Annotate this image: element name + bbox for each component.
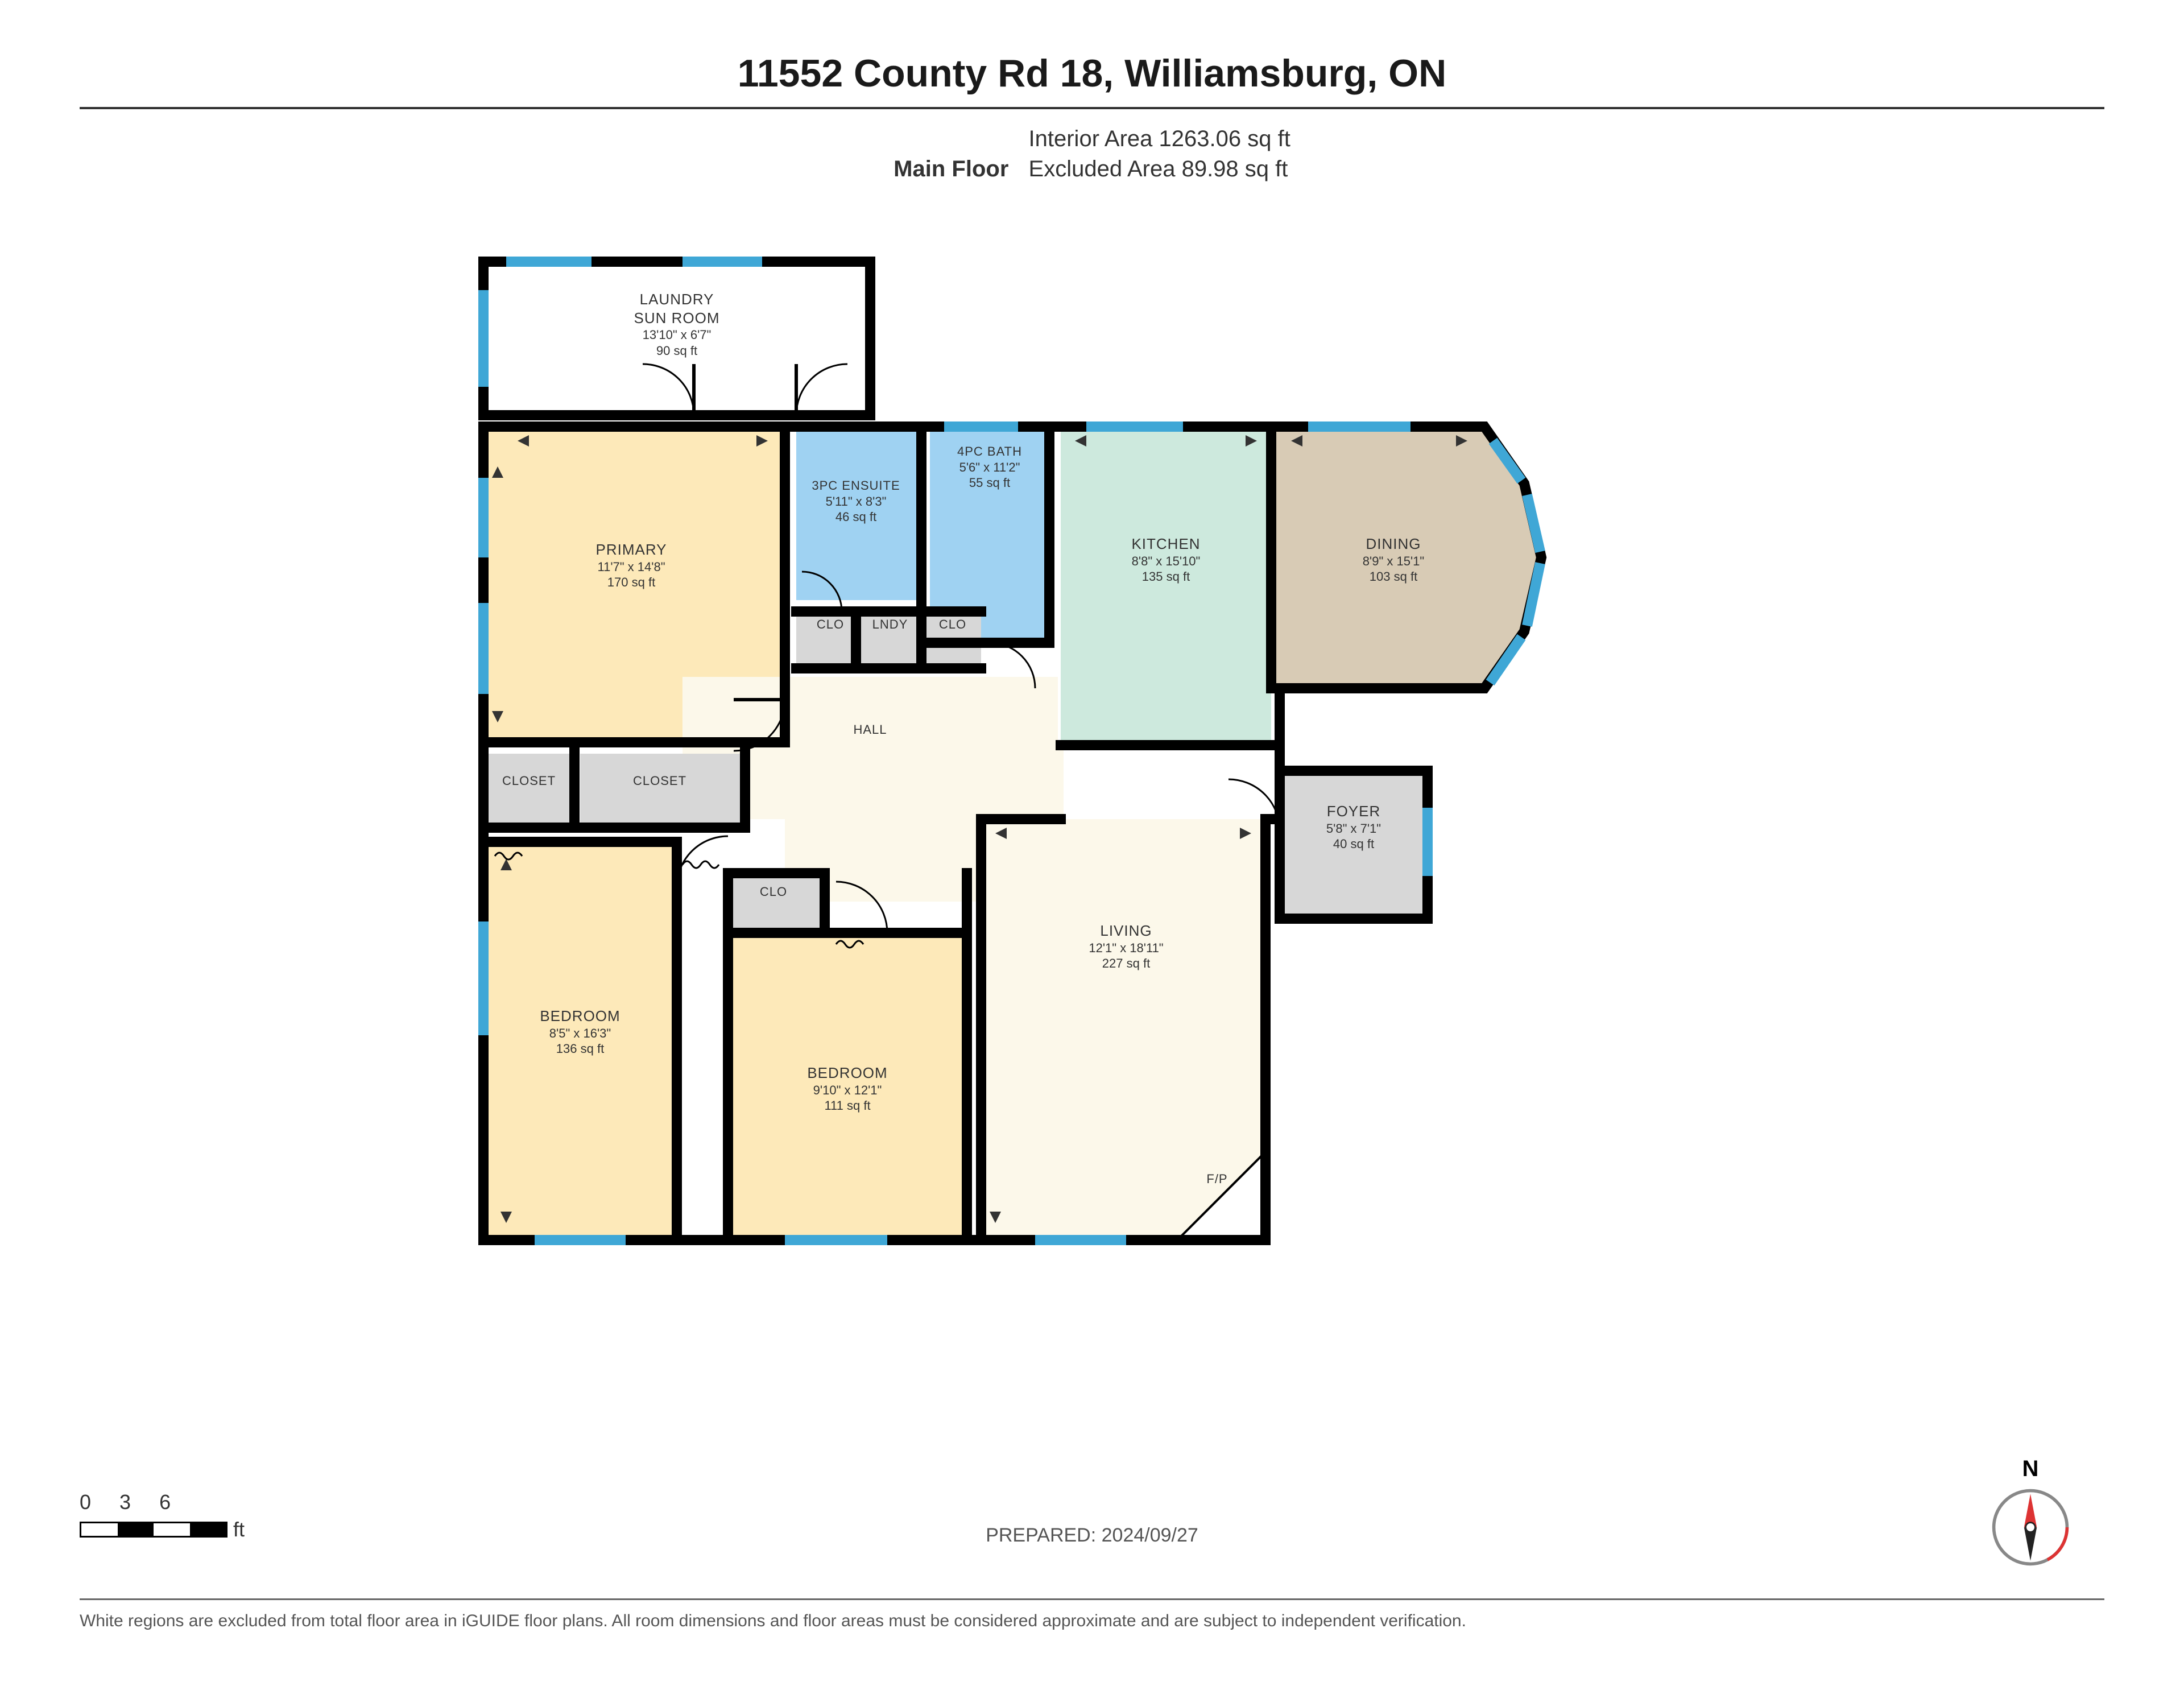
label-clo2: CLO	[930, 617, 975, 632]
label-bath4: 4PC BATH 5'6" x 11'2" 55 sq ft	[927, 444, 1052, 491]
excluded-area: Excluded Area 89.98 sq ft	[1029, 156, 1290, 182]
label-clo1: CLO	[808, 617, 853, 632]
floor-plan: LAUNDRY SUN ROOM 13'10" x 6'7" 90 sq ft …	[444, 239, 1604, 1365]
compass: N	[1991, 1456, 2070, 1570]
page-title: 11552 County Rd 18, Williamsburg, ON	[80, 51, 2104, 109]
label-dining: DINING 8'9" x 15'1" 103 sq ft	[1308, 535, 1479, 585]
label-fp: F/P	[1183, 1172, 1251, 1187]
floor-label: Main Floor	[894, 156, 1008, 181]
label-hall: HALL	[813, 722, 927, 737]
label-lndy: LNDY	[864, 617, 916, 632]
label-bedroom2: BEDROOM 8'5" x 16'3" 136 sq ft	[506, 1007, 654, 1057]
label-closet1: CLOSET	[489, 774, 569, 788]
floor-summary: Main Floor Interior Area 1263.06 sq ft E…	[80, 126, 2104, 187]
scale-0: 0	[80, 1490, 91, 1514]
label-sunroom: LAUNDRY SUN ROOM 13'10" x 6'7" 90 sq ft	[557, 290, 796, 358]
label-bedroom3: BEDROOM 9'10" x 12'1" 111 sq ft	[762, 1064, 933, 1114]
label-ensuite: 3PC ENSUITE 5'11" x 8'3" 46 sq ft	[791, 478, 921, 525]
label-kitchen: KITCHEN 8'8" x 15'10" 135 sq ft	[1081, 535, 1251, 585]
label-closet2: CLOSET	[603, 774, 717, 788]
label-clo3: CLO	[739, 885, 808, 899]
label-foyer: FOYER 5'8" x 7'1" 40 sq ft	[1291, 802, 1416, 852]
label-living: LIVING 12'1" x 18'11" 227 sq ft	[1035, 921, 1217, 972]
disclaimer: White regions are excluded from total fl…	[80, 1611, 2104, 1631]
prepared-date: PREPARED: 2024/09/27	[0, 1524, 2184, 1547]
label-primary: PRIMARY 11'7" x 14'8" 170 sq ft	[540, 540, 722, 590]
scale-3: 3	[119, 1490, 131, 1514]
interior-area: Interior Area 1263.06 sq ft	[1029, 126, 1290, 152]
compass-icon	[1991, 1487, 2070, 1567]
scale-6: 6	[159, 1490, 171, 1514]
compass-north: N	[1991, 1456, 2070, 1482]
